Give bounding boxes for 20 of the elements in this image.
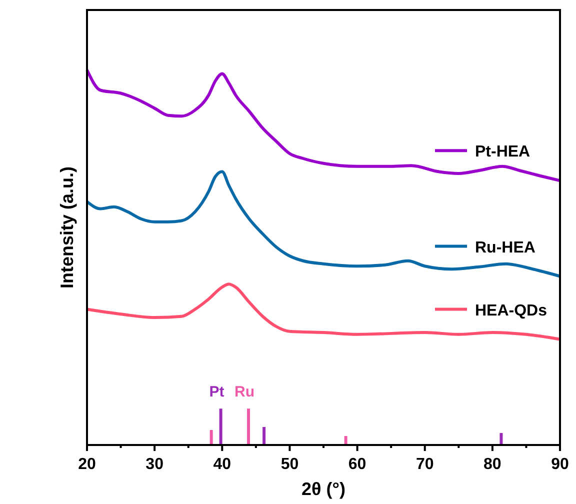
x-tick-label: 30 — [146, 456, 164, 473]
bar — [210, 430, 213, 445]
bar — [219, 408, 222, 445]
legend-label: Ru-HEA — [475, 239, 536, 256]
y-axis-title: Intensity (a.u.) — [57, 166, 77, 289]
x-tick-label: 80 — [484, 456, 502, 473]
x-tick-label: 50 — [280, 456, 299, 473]
bar — [500, 433, 503, 445]
x-tick-label: 60 — [348, 456, 366, 473]
legend-label: HEA-QDs — [475, 302, 548, 320]
series-label: Ru — [234, 384, 254, 401]
x-tick-label: 20 — [78, 456, 96, 473]
x-tick-label: 40 — [213, 456, 232, 473]
x-tick-label: 70 — [416, 456, 434, 473]
legend-label: Pt-HEA — [475, 144, 531, 161]
series-label: Pt — [209, 384, 224, 401]
x-tick-label: 90 — [551, 456, 569, 473]
x-axis-title: 2θ (°) — [302, 479, 346, 499]
bar — [246, 408, 250, 445]
bar — [262, 427, 266, 445]
